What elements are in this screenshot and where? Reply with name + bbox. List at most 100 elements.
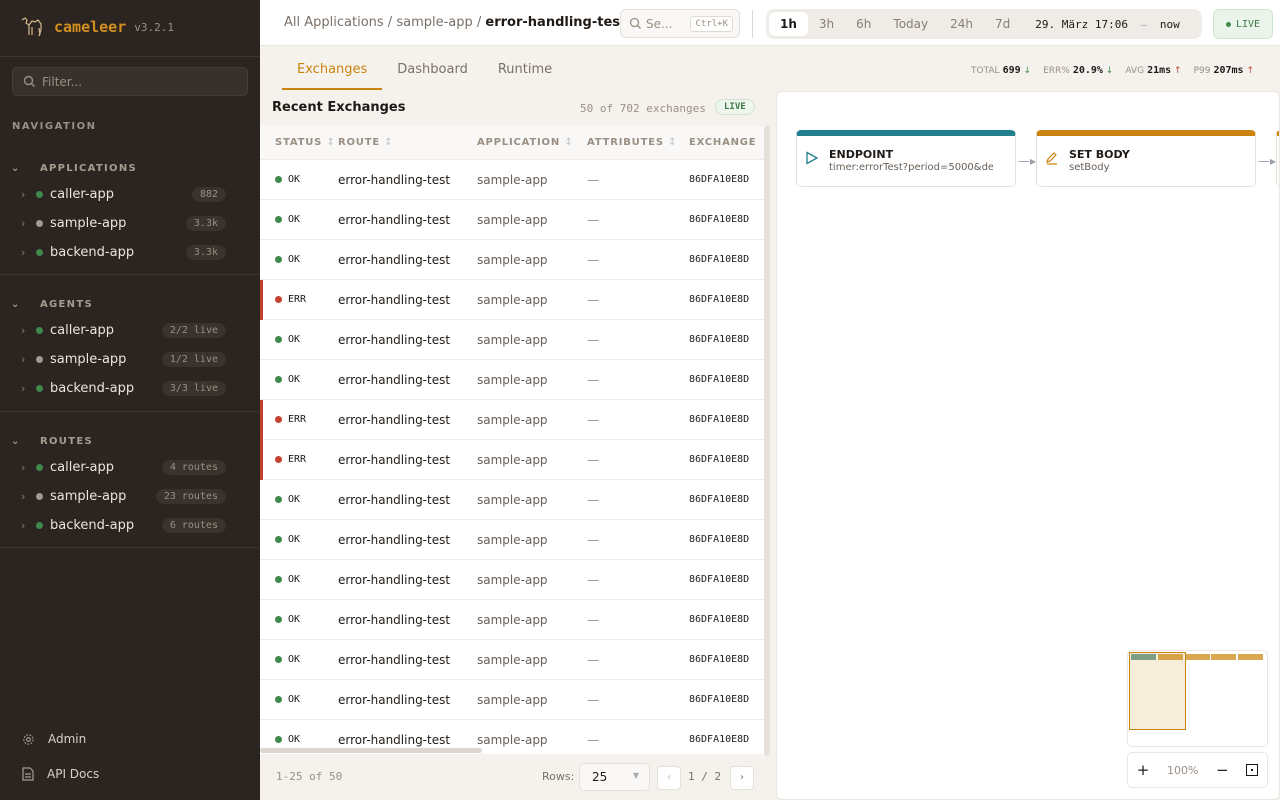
live-badge: LIVE [715,99,755,115]
section-header[interactable]: ⌄ ROUTES [0,429,260,453]
diagram-node-endpoint[interactable]: ENDPOINT timer:errorTest?period=5000&del… [796,130,1016,187]
status-cell: OK [260,534,338,545]
tab-exchanges[interactable]: Exchanges [282,46,383,90]
range-7d[interactable]: 7d [995,17,1011,31]
kpi-value: 699 [1002,65,1021,76]
column-attributes[interactable]: ATTRIBUTES ↕ [587,137,689,148]
prev-page-button[interactable]: ‹ [657,766,681,790]
table-row[interactable]: OK error-handling-test sample-app — 86DF… [260,320,765,360]
column-status[interactable]: STATUS ↕ [260,137,338,148]
range-3h[interactable]: 3h [818,17,835,31]
rows-per-page-select[interactable]: 25 ▼ [579,763,650,791]
sidebar-item-backend-app[interactable]: › backend-app 3.3k [0,238,260,267]
section-title: ROUTES [40,435,93,447]
range-custom[interactable]: 29. März 17:06 — now [1035,18,1179,31]
table-row[interactable]: OK error-handling-test sample-app — 86DF… [260,600,765,640]
table-row[interactable]: ERR error-handling-test sample-app — 86D… [260,440,765,480]
table-row[interactable]: OK error-handling-test sample-app — 86DF… [260,360,765,400]
table-row[interactable]: OK error-handling-test sample-app — 86DF… [260,520,765,560]
kpi-value: 21ms [1147,65,1172,76]
filter-input[interactable]: Filter... [12,67,248,96]
sidebar-item-sample-app[interactable]: › sample-app 3.3k [0,209,260,238]
range-24h[interactable]: 24h [950,17,973,31]
table-row[interactable]: ERR error-handling-test sample-app — 86D… [260,280,765,320]
column-exchange[interactable]: EXCHANGE [689,137,769,148]
time-range-selector: 1h 3h 6h Today 24h 7d 29. März 17:06 — now [766,9,1202,39]
status-text: OK [288,734,301,745]
table-row[interactable]: OK error-handling-test sample-app — 86DF… [260,200,765,240]
fit-view-button[interactable] [1246,764,1259,776]
attributes-cell: — [587,612,599,627]
rows-label: Rows: [542,770,575,783]
live-toggle[interactable]: LIVE [1213,9,1273,39]
route-cell: error-handling-test [338,252,451,267]
sidebar-item-sample-app[interactable]: › sample-app 23 routes [0,482,260,511]
column-route[interactable]: ROUTE ↕ [338,137,477,148]
exchange-id-cell: 86DFA10E8D [689,214,750,225]
sidebar-item-backend-app[interactable]: › backend-app 6 routes [0,511,260,540]
tab-runtime[interactable]: Runtime [497,62,553,77]
section-header[interactable]: ⌄ APPLICATIONS [0,156,260,180]
table-row[interactable]: ERR error-handling-test sample-app — 86D… [260,400,765,440]
sidebar-item-admin[interactable]: Admin [22,732,86,746]
search-button[interactable]: Se... Ctrl+K [620,9,740,38]
range-today[interactable]: Today [893,17,929,31]
status-dot [36,191,43,198]
sidebar-item-api-docs[interactable]: API Docs [22,767,99,781]
exchange-id-cell: 86DFA10E8D [689,254,750,265]
sidebar-item-caller-app[interactable]: › caller-app 882 [0,180,260,209]
table-row[interactable]: OK error-handling-test sample-app — 86DF… [260,240,765,280]
breadcrumb-app[interactable]: sample-app [396,15,473,30]
column-application[interactable]: APPLICATION ↕ [477,137,587,148]
status-dot [275,296,282,303]
minimap[interactable] [1127,650,1268,747]
item-label: backend-app [50,381,135,396]
sidebar-item-caller-app[interactable]: › caller-app 2/2 live [0,316,260,345]
status-dot [275,496,282,503]
item-badge: 1/2 live [161,352,226,367]
horizontal-scrollbar[interactable] [260,748,482,753]
table-row[interactable]: OK error-handling-test sample-app — 86DF… [260,640,765,680]
diagram-node-set-body[interactable]: SET BODY setBody [1036,130,1256,187]
exchange-id-cell: 86DFA10E8D [689,334,750,345]
sidebar-item-caller-app[interactable]: › caller-app 4 routes [0,453,260,482]
range-1h[interactable]: 1h [769,12,808,36]
application-cell: sample-app [477,292,548,307]
attributes-cell: — [587,732,599,747]
minimap-viewport[interactable] [1129,652,1186,730]
zoom-out-button[interactable]: − [1216,761,1229,779]
table-row[interactable]: OK error-handling-test sample-app — 86DF… [260,720,765,760]
kpi-value: 207ms [1213,65,1244,76]
status-cell: OK [260,654,338,665]
chevron-right-icon: › [21,324,26,337]
status-cell: ERR [260,414,338,425]
sort-icon: ↕ [668,137,678,148]
table-row[interactable]: OK error-handling-test sample-app — 86DF… [260,560,765,600]
tab-dashboard[interactable]: Dashboard [397,62,468,77]
sidebar-section-applications: ⌄ APPLICATIONS › caller-app 882 › sample-app 3.… [0,156,260,267]
table-row[interactable]: OK error-handling-test sample-app — 86DF… [260,480,765,520]
range-6h[interactable]: 6h [856,17,872,31]
logo[interactable]: cameleer v3.2.1 [20,14,174,40]
chevron-right-icon: › [740,772,744,783]
caret-down-icon: ▼ [632,771,639,780]
kpi-strip: TOTAL 699 ↓ ERR% 20.9% ↓ AVG 21ms ↑ P99 207ms ↑ [971,65,1254,76]
route-cell: error-handling-test [338,532,451,547]
range-to: now [1159,17,1180,31]
table-row[interactable]: OK error-handling-test sample-app — 86DF… [260,160,765,200]
application-cell: sample-app [477,412,548,427]
item-label: caller-app [50,187,115,202]
column-label: ROUTE [338,137,380,148]
sidebar-item-sample-app[interactable]: › sample-app 1/2 live [0,345,260,374]
sidebar-item-backend-app[interactable]: › backend-app 3/3 live [0,374,260,403]
pagination: 1-25 of 50 Rows: 25 ▼ ‹ 1 / 2 › [260,754,765,800]
zoom-in-button[interactable]: + [1136,761,1150,779]
vertical-scrollbar[interactable] [764,126,770,756]
breadcrumb-all-apps[interactable]: All Applications [284,15,384,30]
item-badge: 23 routes [155,489,226,504]
exchange-id-cell: 86DFA10E8D [689,294,750,305]
kpi-err-pct: ERR% 20.9% ↓ [1043,65,1113,76]
next-page-button[interactable]: › [730,766,754,790]
section-header[interactable]: ⌄ AGENTS [0,292,260,316]
table-row[interactable]: OK error-handling-test sample-app — 86DF… [260,680,765,720]
